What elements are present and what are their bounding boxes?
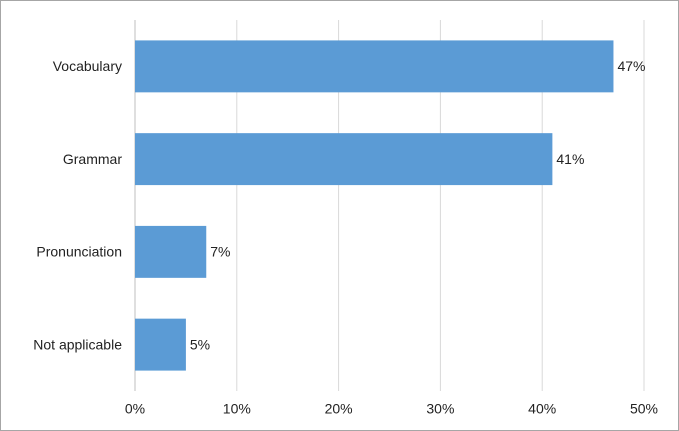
bar [135,133,553,186]
y-tick-label: Not applicable [33,336,122,352]
x-tick-label: 20% [325,401,353,417]
x-tick-label: 30% [426,401,454,417]
data-label: 47% [617,58,645,74]
data-label: 41% [556,151,584,167]
y-tick-label: Grammar [63,151,122,167]
x-tick-label: 0% [125,401,145,417]
y-tick-label: Vocabulary [53,58,122,74]
bar [135,225,207,278]
x-tick-label: 50% [630,401,658,417]
y-tick-label: Pronunciation [36,244,122,260]
data-label: 7% [210,244,230,260]
x-tick-label: 10% [223,401,251,417]
bar [135,40,614,93]
data-label: 5% [190,336,210,352]
x-tick-label: 40% [528,401,556,417]
bar [135,318,186,371]
